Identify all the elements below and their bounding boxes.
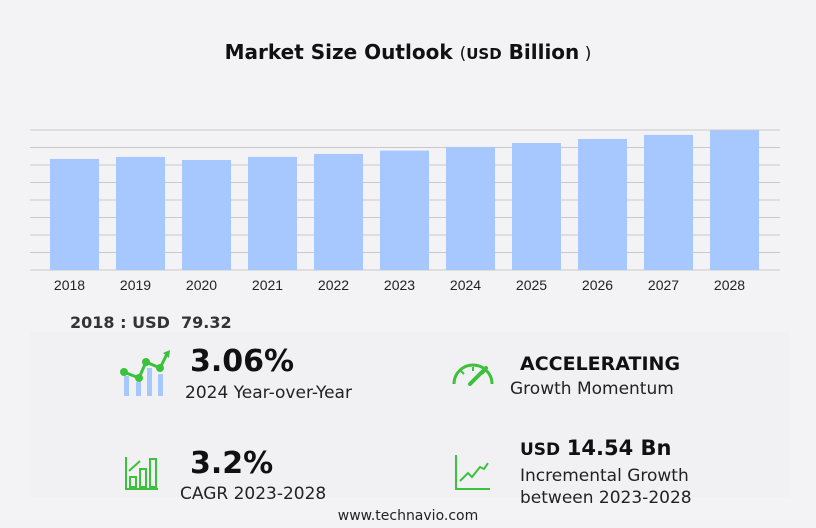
x-tick-label: 2027 [648,277,679,293]
bar-2026 [578,138,627,270]
bar-2020 [182,159,231,270]
footer-url: www.technavio.com [337,508,479,524]
base-year-value: 2018 : USD 79.32 [70,313,232,332]
incremental-amount: 14.54 Bn [566,436,672,460]
bar-2023 [380,150,429,270]
bar-line-chart-icon [120,350,170,396]
incremental-label-2: between 2023-2028 [520,488,692,508]
incremental-label-1: Incremental Growth [520,466,689,486]
trend-up-icon [455,455,490,490]
x-tick-label: 2024 [450,277,481,293]
momentum-label: Growth Momentum [510,379,674,399]
yoy-value: 3.06% [190,344,295,379]
x-tick-label: 2028 [714,277,745,293]
chart-title: Market Size Outlook (USD Billion ) [224,40,592,64]
bar-2021 [248,156,297,270]
bar-2024 [446,146,495,270]
yoy-label: 2024 Year-over-Year [185,383,352,403]
x-tick-label: 2025 [516,277,547,293]
cagr-label: CAGR 2023-2028 [180,484,327,504]
growth-bars-icon [125,457,158,490]
x-tick-label: 2023 [384,277,415,293]
incremental-unit: USD [520,440,561,460]
x-tick-label: 2020 [186,277,217,293]
x-tick-label: 2022 [318,277,349,293]
x-tick-label: 2026 [582,277,613,293]
cagr-value: 3.2% [190,446,274,481]
bar-2027 [644,134,693,270]
momentum-value: ACCELERATING [520,353,681,375]
bar-2018 [50,158,99,270]
bar-chart: 2018 2019 2020 2021 2022 2023 2024 2025 2026 2027… [30,129,780,293]
bar-2025 [512,143,561,270]
incremental-value: USD 14.54 Bn [520,436,672,460]
bar-2028 [710,130,759,270]
x-tick-label: 2019 [120,277,151,293]
x-tick-label: 2021 [252,277,283,293]
x-tick-label: 2018 [54,277,85,293]
title-unit: USD [466,45,502,63]
bar-2019 [116,156,165,270]
title-suffix: Billion [508,40,580,64]
bar-2022 [314,153,363,270]
speedometer-icon [452,363,494,386]
title-text: Market Size Outlook [224,40,453,64]
